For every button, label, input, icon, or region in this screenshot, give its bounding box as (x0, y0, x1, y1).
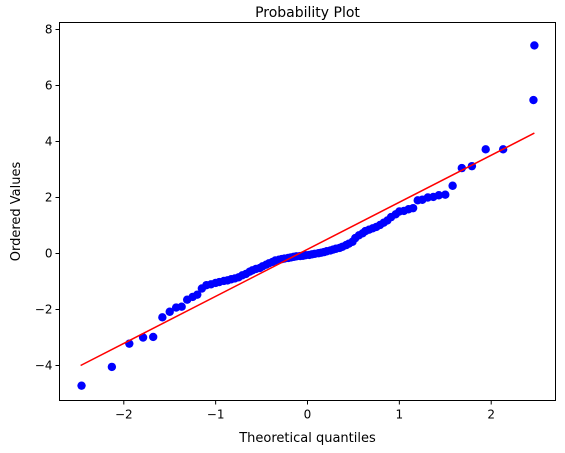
data-point (481, 145, 490, 154)
data-point (434, 191, 444, 200)
data-point (158, 313, 167, 322)
marks-layer (77, 41, 539, 390)
data-point (457, 163, 467, 173)
y-tick-label: −4 (35, 359, 53, 373)
data-point (107, 362, 117, 372)
data-point (529, 95, 538, 105)
data-point (441, 190, 450, 199)
x-tick-label: 2 (487, 408, 495, 422)
x-axis-label: Theoretical quantiles (238, 431, 376, 446)
plot-frame (59, 22, 556, 401)
y-axis-label: Ordered Values (9, 162, 24, 262)
data-point (530, 41, 539, 50)
y-tick-label: −2 (35, 303, 53, 317)
x-tick-label: 1 (396, 408, 404, 422)
data-point (148, 332, 158, 342)
data-point (77, 381, 86, 390)
x-tick-label: −2 (115, 408, 133, 422)
data-point (165, 307, 174, 316)
y-tick-label: 4 (45, 135, 53, 149)
data-point (193, 290, 202, 299)
y-tick-label: 0 (45, 247, 53, 261)
y-tick-label: 6 (45, 79, 53, 93)
data-point (408, 203, 418, 213)
y-tick-label: 8 (45, 23, 53, 37)
x-tick-label: 0 (304, 408, 312, 422)
data-point (177, 302, 186, 311)
ticks-layer: −2 −1 0 1 2 −4 −2 0 2 4 6 8 (35, 23, 495, 422)
y-tick-label: 2 (45, 191, 53, 205)
chart-title: Probability Plot (255, 5, 360, 21)
fit-line (80, 132, 535, 367)
data-point (448, 181, 457, 190)
x-tick-label: −1 (207, 408, 225, 422)
